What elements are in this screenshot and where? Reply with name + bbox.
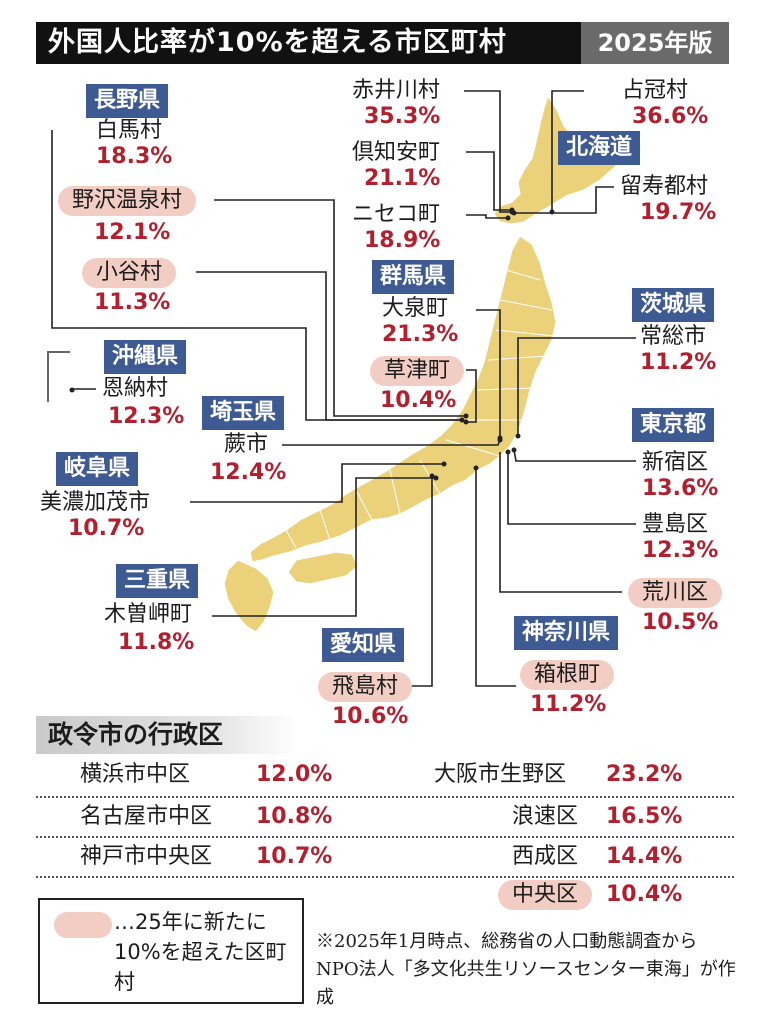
ward-value: 10.4% (606, 882, 683, 907)
muni-value-nozawaonsen: 12.1% (94, 220, 171, 245)
muni-value-tobishima: 10.6% (332, 704, 409, 729)
muni-value-hakone: 11.2% (530, 692, 607, 717)
muni-name-minokamo: 美濃加茂市 (40, 490, 151, 515)
muni-value-rusutsu: 19.7% (640, 200, 717, 225)
muni-value-akaigawa: 35.3% (364, 104, 441, 129)
muni-value-kusatsu: 10.4% (380, 388, 457, 413)
muni-name-hakone: 箱根町 (520, 660, 615, 690)
ward-name: 神戸市中央区 (80, 844, 213, 869)
legend-swatch (54, 912, 112, 938)
page-title: 外国人比率が10%を超える市区町村 (36, 22, 581, 64)
pref-label-mie: 三重県 (116, 564, 199, 598)
edition-badge: 2025年版 (581, 22, 729, 64)
muni-value-arakawa: 10.5% (642, 610, 719, 635)
ward-name: 名古屋市中区 (80, 804, 213, 829)
muni-name-hakuba: 白馬村 (96, 118, 163, 143)
legend: …25年に新たに10%を超えた区町村 (38, 898, 304, 1004)
ward-value: 10.8% (256, 804, 333, 829)
ward-name: 浪速区 (512, 804, 579, 829)
muni-value-toshima: 12.3% (642, 538, 719, 563)
muni-name-kutchan: 倶知安町 (352, 140, 441, 165)
muni-value-shimukappu: 36.6% (632, 104, 709, 129)
muni-name-shinjuku: 新宿区 (642, 450, 709, 475)
muni-name-arakawa: 荒川区 (628, 578, 723, 608)
muni-name-otari: 小谷村 (82, 258, 177, 288)
muni-value-minokamo: 10.7% (68, 516, 145, 541)
location-dots (69, 207, 555, 481)
row-divider (36, 796, 734, 798)
pref-label-gunma: 群馬県 (372, 260, 455, 294)
legend-text: …25年に新たに10%を超えた区町村 (114, 910, 287, 994)
muni-name-shimukappu: 占冠村 (622, 78, 689, 103)
muni-name-tobishima: 飛島村 (318, 672, 413, 702)
muni-name-kisosaki: 木曽岬町 (104, 602, 193, 627)
muni-name-toshima: 豊島区 (642, 512, 709, 537)
kyushu-shape (223, 559, 275, 633)
muni-value-kutchan: 21.1% (364, 166, 441, 191)
pref-label-hokkaido: 北海道 (558, 131, 641, 165)
ward-value: 23.2% (606, 762, 683, 787)
ward-value: 10.7% (256, 844, 333, 869)
muni-name-oizumi: 大泉町 (382, 296, 449, 321)
pref-label-kanagawa: 神奈川県 (514, 616, 619, 650)
muni-value-warabi: 12.4% (210, 460, 287, 485)
ward-value: 12.0% (256, 762, 333, 787)
muni-value-niseko: 18.9% (364, 228, 441, 253)
designated-cities-heading: 政令市の行政区 (36, 716, 298, 754)
row-divider (36, 876, 734, 878)
muni-value-oizumi: 21.3% (382, 322, 459, 347)
ward-name-new: 中央区 (498, 880, 593, 910)
row-divider (36, 836, 734, 838)
muni-name-warabi: 蕨市 (224, 432, 269, 457)
pref-label-saitama: 埼玉県 (202, 396, 285, 430)
ward-name: 西成区 (512, 844, 579, 869)
ward-name: 横浜市中区 (80, 762, 191, 787)
muni-value-onna: 12.3% (108, 404, 185, 429)
ward-name: 大阪市生野区 (434, 762, 567, 787)
pref-label-ibaraki: 茨城県 (632, 288, 715, 322)
source-note: ※2025年1月時点、総務省の人口動態調査からNPO法人「多文化共生リソースセン… (316, 931, 736, 1008)
muni-name-kusatsu: 草津町 (370, 356, 465, 386)
muni-name-nozawaonsen: 野沢温泉村 (58, 186, 197, 216)
ward-value: 16.5% (606, 804, 683, 829)
muni-name-akaigawa: 赤井川村 (352, 78, 441, 103)
muni-name-rusutsu: 留寿都村 (620, 174, 709, 199)
muni-value-hakuba: 18.3% (96, 144, 173, 169)
leader-lines (51, 90, 636, 687)
prefecture-borders (285, 269, 555, 549)
muni-value-otari: 11.3% (94, 290, 171, 315)
pref-label-nagano: 長野県 (86, 84, 169, 118)
shikoku-shape (287, 551, 359, 585)
ward-value: 14.4% (606, 844, 683, 869)
muni-value-shinjuku: 13.6% (642, 476, 719, 501)
pref-label-aichi: 愛知県 (322, 628, 405, 662)
honshu-shape (249, 235, 557, 563)
pref-label-gifu: 岐阜県 (56, 452, 139, 486)
muni-name-onna: 恩納村 (102, 376, 169, 401)
muni-value-kisosaki: 11.8% (118, 630, 195, 655)
pref-label-okinawa: 沖縄県 (104, 340, 187, 374)
pref-label-tokyo: 東京都 (632, 408, 715, 442)
muni-name-joso: 常総市 (640, 324, 707, 349)
muni-name-niseko: ニセコ町 (352, 202, 441, 227)
muni-value-joso: 11.2% (640, 350, 717, 375)
okinawa-inset-frame (47, 351, 70, 402)
